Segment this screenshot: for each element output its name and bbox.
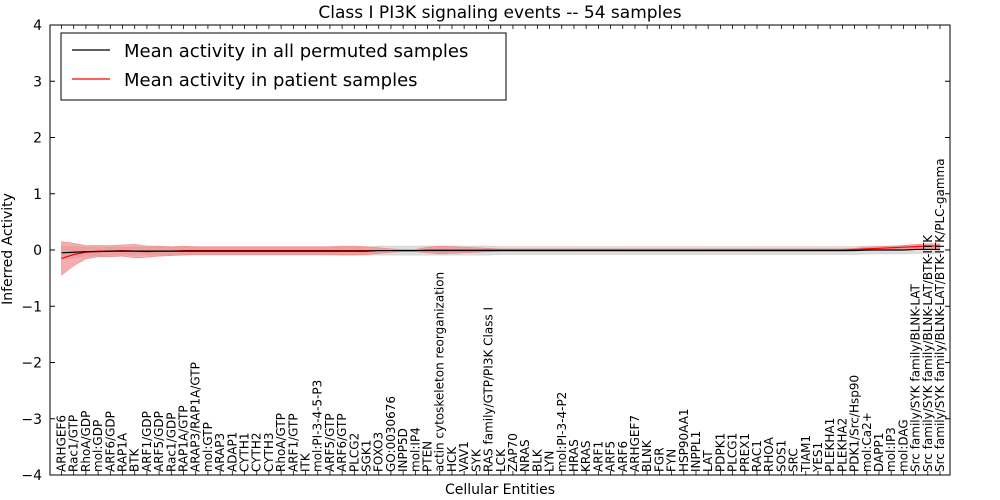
x-category-label: PREX1 [738,433,752,472]
x-category-label: INPP5D [396,428,410,472]
x-category-label: CYTH2 [250,433,264,473]
plot-area: −4−3−2−101234ARHGEF6Rac1/GTPRhoA/GDPmol:… [21,18,951,484]
x-category-label: KRAS [579,440,593,472]
x-category-label: ARF5/GTP [323,413,337,472]
x-category-label: PLCG1 [726,433,740,472]
x-category-label: TIAM1 [799,435,813,473]
x-category-label: LAT [701,450,715,472]
x-category-label: BTK [128,447,142,472]
x-category-label: SOS1 [774,440,788,472]
x-category-label: PLCG2 [347,433,361,472]
x-category-label: SGK1 [360,440,374,472]
x-category-label: ZAP70 [506,433,520,472]
x-category-label: ARF6/GDP [103,411,117,472]
x-category-label: ITK [299,452,313,472]
x-category-label: Rac1/GDP [164,413,178,472]
x-category-label: SRC [787,448,801,472]
chart-title: Class I PI3K signaling events -- 54 samp… [318,3,681,23]
x-category-label: RAS family/GTP/PI3K Class I [482,307,496,472]
x-category-label: ARAP3/RAP1A/GTP [189,362,203,472]
y-tick-label: 3 [33,74,42,90]
y-tick-label: 0 [33,243,42,259]
x-category-label: Src family/SYK family/BLNK-LAT/BTK-ITK [921,234,935,472]
x-category-label: RAP1A/GTP [177,405,191,472]
x-category-label: ARHGEF7 [628,415,642,472]
x-category-label: HCK [445,446,459,472]
x-category-label: CYTH3 [262,433,276,473]
x-category-label: FGR [652,447,666,472]
x-category-label: ARF1 [591,441,605,472]
x-category-label: LYN [543,451,557,472]
y-tick-label: −4 [21,468,42,484]
x-category-label: SYK [469,448,483,472]
x-category-label: VAV1 [457,441,471,472]
x-category-label: Src family/SYK family/BLNK-LAT/BTK-ITK/P… [933,158,947,472]
y-tick-label: −2 [21,356,42,372]
x-category-label: ARF6 [616,441,630,472]
x-category-label: BLK [530,448,544,472]
x-category-label: LCK [494,448,508,472]
x-category-label: PDK1/Src/Hsp90 [848,375,862,472]
x-category-label: NRAS [518,439,532,472]
x-category-label: PDPK1 [713,433,727,472]
y-tick-label: 2 [33,131,42,147]
x-category-label: mol:IP3 [884,427,898,472]
x-category-label: DAPP1 [872,433,886,472]
x-category-label: mol:PI-3-4-P2 [555,392,569,472]
line-permuted [61,248,940,254]
x-category-label: mol:Ca2+ [860,412,874,472]
legend-frame [60,32,507,101]
x-category-label: mol:DAG [896,419,910,472]
x-category-label: FYN [665,449,679,472]
y-tick-label: 4 [33,18,42,34]
x-category-label: mol:GTP [201,422,215,472]
x-category-label: CYTH1 [238,433,252,473]
x-category-label: mol:PI-3-4-5-P3 [311,380,325,472]
x-category-label: YES1 [811,442,825,473]
x-category-label: RhoA/GDP [79,411,93,472]
legend: Mean activity in all permuted samples Me… [60,32,507,101]
x-category-label: PLEKHA2 [835,418,849,472]
x-category-label: RHOA [762,436,776,472]
x-category-label: HRAS [567,439,581,472]
x-category-label: mol:IP4 [408,427,422,472]
y-tick-label: 1 [33,187,42,203]
x-category-label: GO:0030676 [384,396,398,472]
x-category-label: ARF6/GTP [335,413,349,472]
x-category-label: ARHGEF6 [55,415,69,472]
x-category-label: ARF5/GDP [152,411,166,472]
legend-label-permuted: Mean activity in all permuted samples [124,41,468,62]
x-category-label: PLEKHA1 [823,418,837,472]
x-category-label: mol:GDP [91,420,105,472]
y-axis-label: Inferred Activity [0,193,16,305]
x-category-label: RhoA/GTP [274,413,288,472]
x-axis-label: Cellular Entities [445,482,555,498]
x-category-label: ARAP3 [213,433,227,472]
x-category-label: Rac1/GTP [67,415,81,472]
x-category-label: RAP1A [116,432,130,472]
x-category-label: ADAP1 [225,432,239,472]
x-category-label: ARF1/GTP [286,413,300,472]
legend-label-patient: Mean activity in patient samples [124,70,418,91]
x-category-label: ARF5 [604,441,618,472]
x-category-label: ARF1/GDP [140,411,154,472]
x-category-label: HSP90AA1 [677,408,691,472]
x-category-label: PTEN [421,441,435,472]
y-tick-label: −1 [21,299,42,315]
x-category-label: Src family/SYK family/BLNK-LAT [909,283,923,472]
x-category-label: INPPL1 [689,431,703,472]
x-category-label: FOXO3 [372,432,386,472]
x-category-label: actin cytoskeleton reorganization [433,272,447,472]
x-category-label: RAC1 [750,440,764,472]
x-category-label: BLNK [640,439,654,472]
y-tick-label: −3 [21,412,42,428]
